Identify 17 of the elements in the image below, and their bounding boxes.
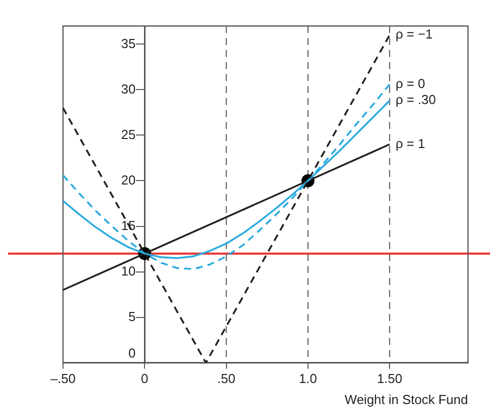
y-tick-label: 0 [128, 345, 136, 360]
x-tick-label: .50 [217, 371, 236, 386]
series-label: ρ = 0 [396, 76, 426, 91]
y-tick-label: 25 [121, 126, 136, 142]
x-tick-label: –.50 [50, 371, 76, 386]
y-tick-label: 30 [121, 81, 136, 96]
y-tick-label: 35 [121, 36, 136, 51]
series-label: ρ = −1 [396, 26, 433, 42]
x-tick-label: 1.0 [298, 371, 317, 386]
x-tick-label: 1.50 [376, 371, 402, 386]
series-label: ρ = 1 [396, 136, 426, 151]
series-label: ρ = .30 [396, 92, 436, 108]
x-axis-title: Weight in Stock Fund [344, 392, 468, 407]
y-tick-label: 5 [128, 308, 136, 324]
x-tick-label: 0 [141, 371, 148, 386]
y-tick-label: 10 [121, 263, 136, 278]
y-tick-label: 20 [121, 172, 136, 188]
